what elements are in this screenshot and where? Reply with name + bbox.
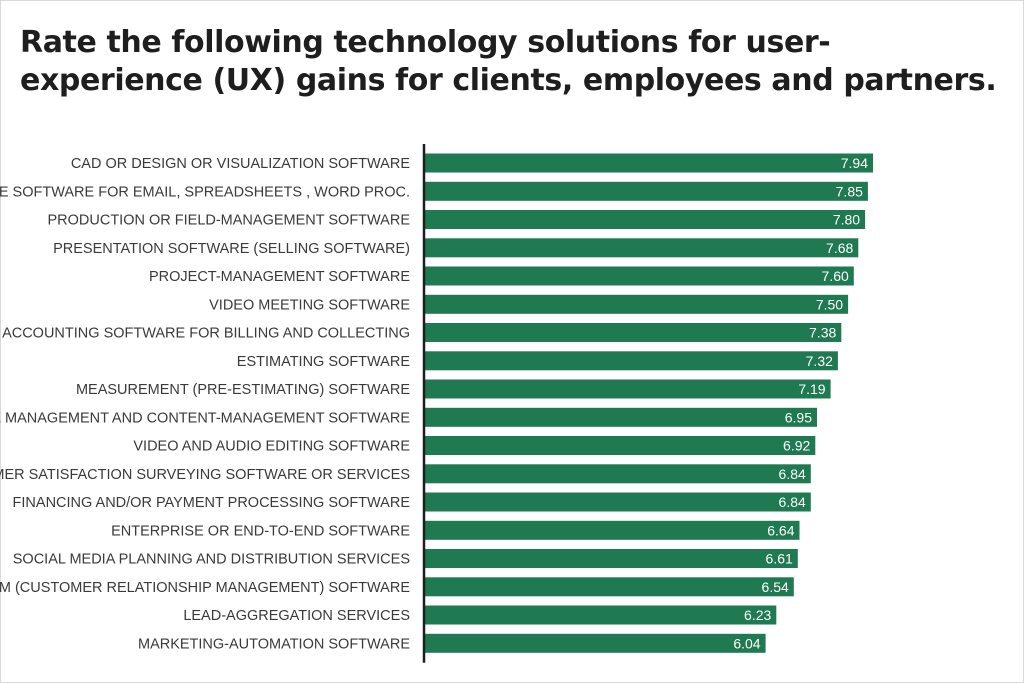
bar (424, 464, 811, 484)
value-label: 6.23 (744, 607, 771, 623)
bar (424, 605, 777, 625)
bar (424, 577, 794, 597)
bar (424, 436, 816, 455)
category-label: CUSTOMER SATISFACTION SURVEYING SOFTWARE… (0, 467, 410, 483)
bar (424, 266, 854, 286)
category-label: WEBSITE MANAGEMENT AND CONTENT-MANAGEMEN… (0, 410, 410, 426)
value-label: 6.84 (779, 466, 806, 482)
category-label: PRODUCTION OR FIELD-MANAGEMENT SOFTWARE (47, 213, 410, 229)
value-label: 7.80 (833, 212, 860, 228)
category-label: ENTERPRISE OR END-TO-END SOFTWARE (111, 523, 410, 539)
category-label: ESTIMATING SOFTWARE (237, 354, 411, 370)
value-label: 6.54 (762, 579, 789, 595)
value-label: 7.19 (798, 381, 825, 397)
category-label: VIDEO MEETING SOFTWARE (209, 297, 410, 313)
category-label: PRESENTATION SOFTWARE (SELLING SOFTWARE) (53, 241, 410, 257)
category-labels-group: CAD OR DESIGN OR VISUALIZATION SOFTWARE O… (0, 156, 410, 652)
category-label: SOCIAL MEDIA PLANNING AND DISTRIBUTION S… (13, 552, 410, 568)
category-label: VIDEO AND AUDIO EDITING SOFTWARE (133, 439, 410, 455)
value-label: 6.92 (783, 438, 810, 454)
bar (424, 323, 842, 342)
value-label: 6.64 (767, 522, 794, 538)
value-labels-group: 7.94 7.85 7.80 7.68 7.60 7.50 7.38 7.32 7.19 6.95… (733, 155, 868, 651)
bar (424, 379, 831, 399)
bar (424, 549, 798, 568)
bar (424, 633, 766, 653)
bar (424, 181, 868, 201)
category-label: ACCOUNTING SOFTWARE FOR BILLING AND COLL… (2, 326, 410, 342)
category-label: CRM (CUSTOMER RELATIONSHIP MANAGEMENT) S… (0, 580, 410, 596)
value-label: 7.60 (822, 268, 849, 284)
value-label: 7.32 (806, 353, 833, 369)
bar (424, 492, 811, 512)
bar (424, 407, 817, 427)
category-label: LEAD-AGGREGATION SERVICES (183, 608, 410, 624)
category-label: MEASUREMENT (PRE-ESTIMATING) SOFTWARE (76, 382, 410, 398)
value-label: 6.84 (779, 494, 806, 510)
bar (424, 210, 866, 229)
value-label: 7.68 (826, 240, 853, 256)
bar (424, 294, 849, 314)
bar (424, 520, 800, 540)
bar (424, 238, 859, 258)
category-label: PROJECT-MANAGEMENT SOFTWARE (149, 269, 410, 285)
value-label: 7.94 (841, 155, 868, 171)
value-label: 7.38 (809, 325, 836, 341)
category-label: FINANCING AND/OR PAYMENT PROCESSING SOFT… (13, 495, 411, 511)
value-label: 6.95 (785, 409, 812, 425)
value-label: 7.85 (836, 183, 863, 199)
category-label: MARKETING-AUTOMATION SOFTWARE (138, 636, 410, 652)
bar (424, 351, 838, 371)
bar (424, 153, 873, 173)
bars-group (424, 153, 873, 653)
category-label: OFFICE SOFTWARE FOR EMAIL, SPREADSHEETS … (0, 184, 410, 200)
category-label: CAD OR DESIGN OR VISUALIZATION SOFTWARE (71, 156, 410, 172)
value-label: 7.50 (816, 296, 843, 312)
value-label: 6.61 (766, 551, 793, 567)
chart-title: Rate the following technology solutions … (20, 25, 997, 98)
value-label: 6.04 (733, 635, 760, 651)
